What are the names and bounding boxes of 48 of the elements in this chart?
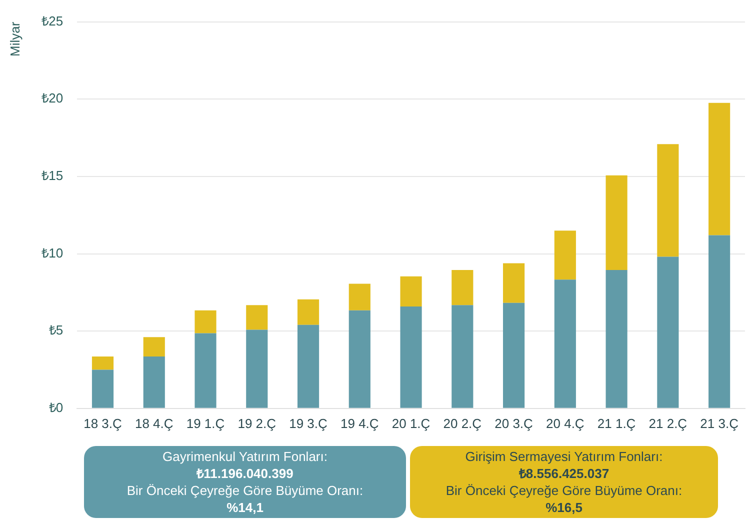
bar xyxy=(297,299,320,325)
y-axis-title: Milyar xyxy=(7,21,22,56)
bar xyxy=(606,175,628,270)
x-tick-label: 19 1.Ç xyxy=(186,416,225,431)
bar xyxy=(246,330,268,408)
bar xyxy=(606,270,628,408)
bar xyxy=(348,310,370,408)
y-tick-label: ₺15 xyxy=(42,168,64,184)
y-tick-label: ₺25 xyxy=(42,13,64,28)
bar xyxy=(708,102,730,236)
bar xyxy=(400,306,422,408)
bar xyxy=(657,256,679,408)
y-tick-label: ₺10 xyxy=(42,245,64,260)
bar xyxy=(143,356,165,408)
x-tick-label: 21 1.Ç xyxy=(597,416,636,431)
y-tick-label: ₺20 xyxy=(42,90,64,106)
bar xyxy=(554,230,576,280)
x-tick-label: 19 3.Ç xyxy=(289,416,328,431)
x-tick-label: 21 2.Ç xyxy=(648,416,688,431)
bar xyxy=(452,305,474,408)
x-tick-label: 18 4.Ç xyxy=(134,416,174,431)
bar xyxy=(708,235,730,408)
x-tick-label: 21 3.Ç xyxy=(700,416,738,431)
x-tick-label: 20 4.Ç xyxy=(546,416,584,431)
bar xyxy=(143,337,165,356)
y-tick-label: ₺0 xyxy=(48,400,64,415)
text: Girişim Sermayesi Yatırım Fonları: ₺8.556.425.037 Bir Önceki Çeyreğe Göre Büyüme Oranı: %16,5 xyxy=(446,449,682,515)
bar xyxy=(92,370,114,408)
y-tick-label: ₺5 xyxy=(48,322,64,338)
bar xyxy=(194,310,216,334)
bar xyxy=(92,356,114,370)
bar xyxy=(348,284,370,310)
bar xyxy=(246,305,268,330)
bar xyxy=(554,280,576,408)
x-tick-label: 19 2.Ç xyxy=(238,416,276,431)
bar xyxy=(503,302,525,408)
text: Gayrimenkul Yatırım Fonları: ₺11.196.040.399 Bir Önceki Çeyreğe Göre Büyüme Oranı: %14,1 xyxy=(126,449,364,515)
x-tick-label: 20 3.Ç xyxy=(494,416,533,431)
bar xyxy=(503,263,525,303)
bar xyxy=(194,333,216,408)
x-tick-label: 20 1.Ç xyxy=(392,416,430,431)
x-tick-label: 20 2.Ç xyxy=(443,416,482,431)
x-tick-label: 19 4.Ç xyxy=(340,416,379,431)
x-tick-label: 18 3.Ç xyxy=(84,416,122,431)
bar xyxy=(452,270,474,306)
bar xyxy=(657,144,679,257)
bar xyxy=(400,276,422,306)
bar xyxy=(297,324,320,408)
